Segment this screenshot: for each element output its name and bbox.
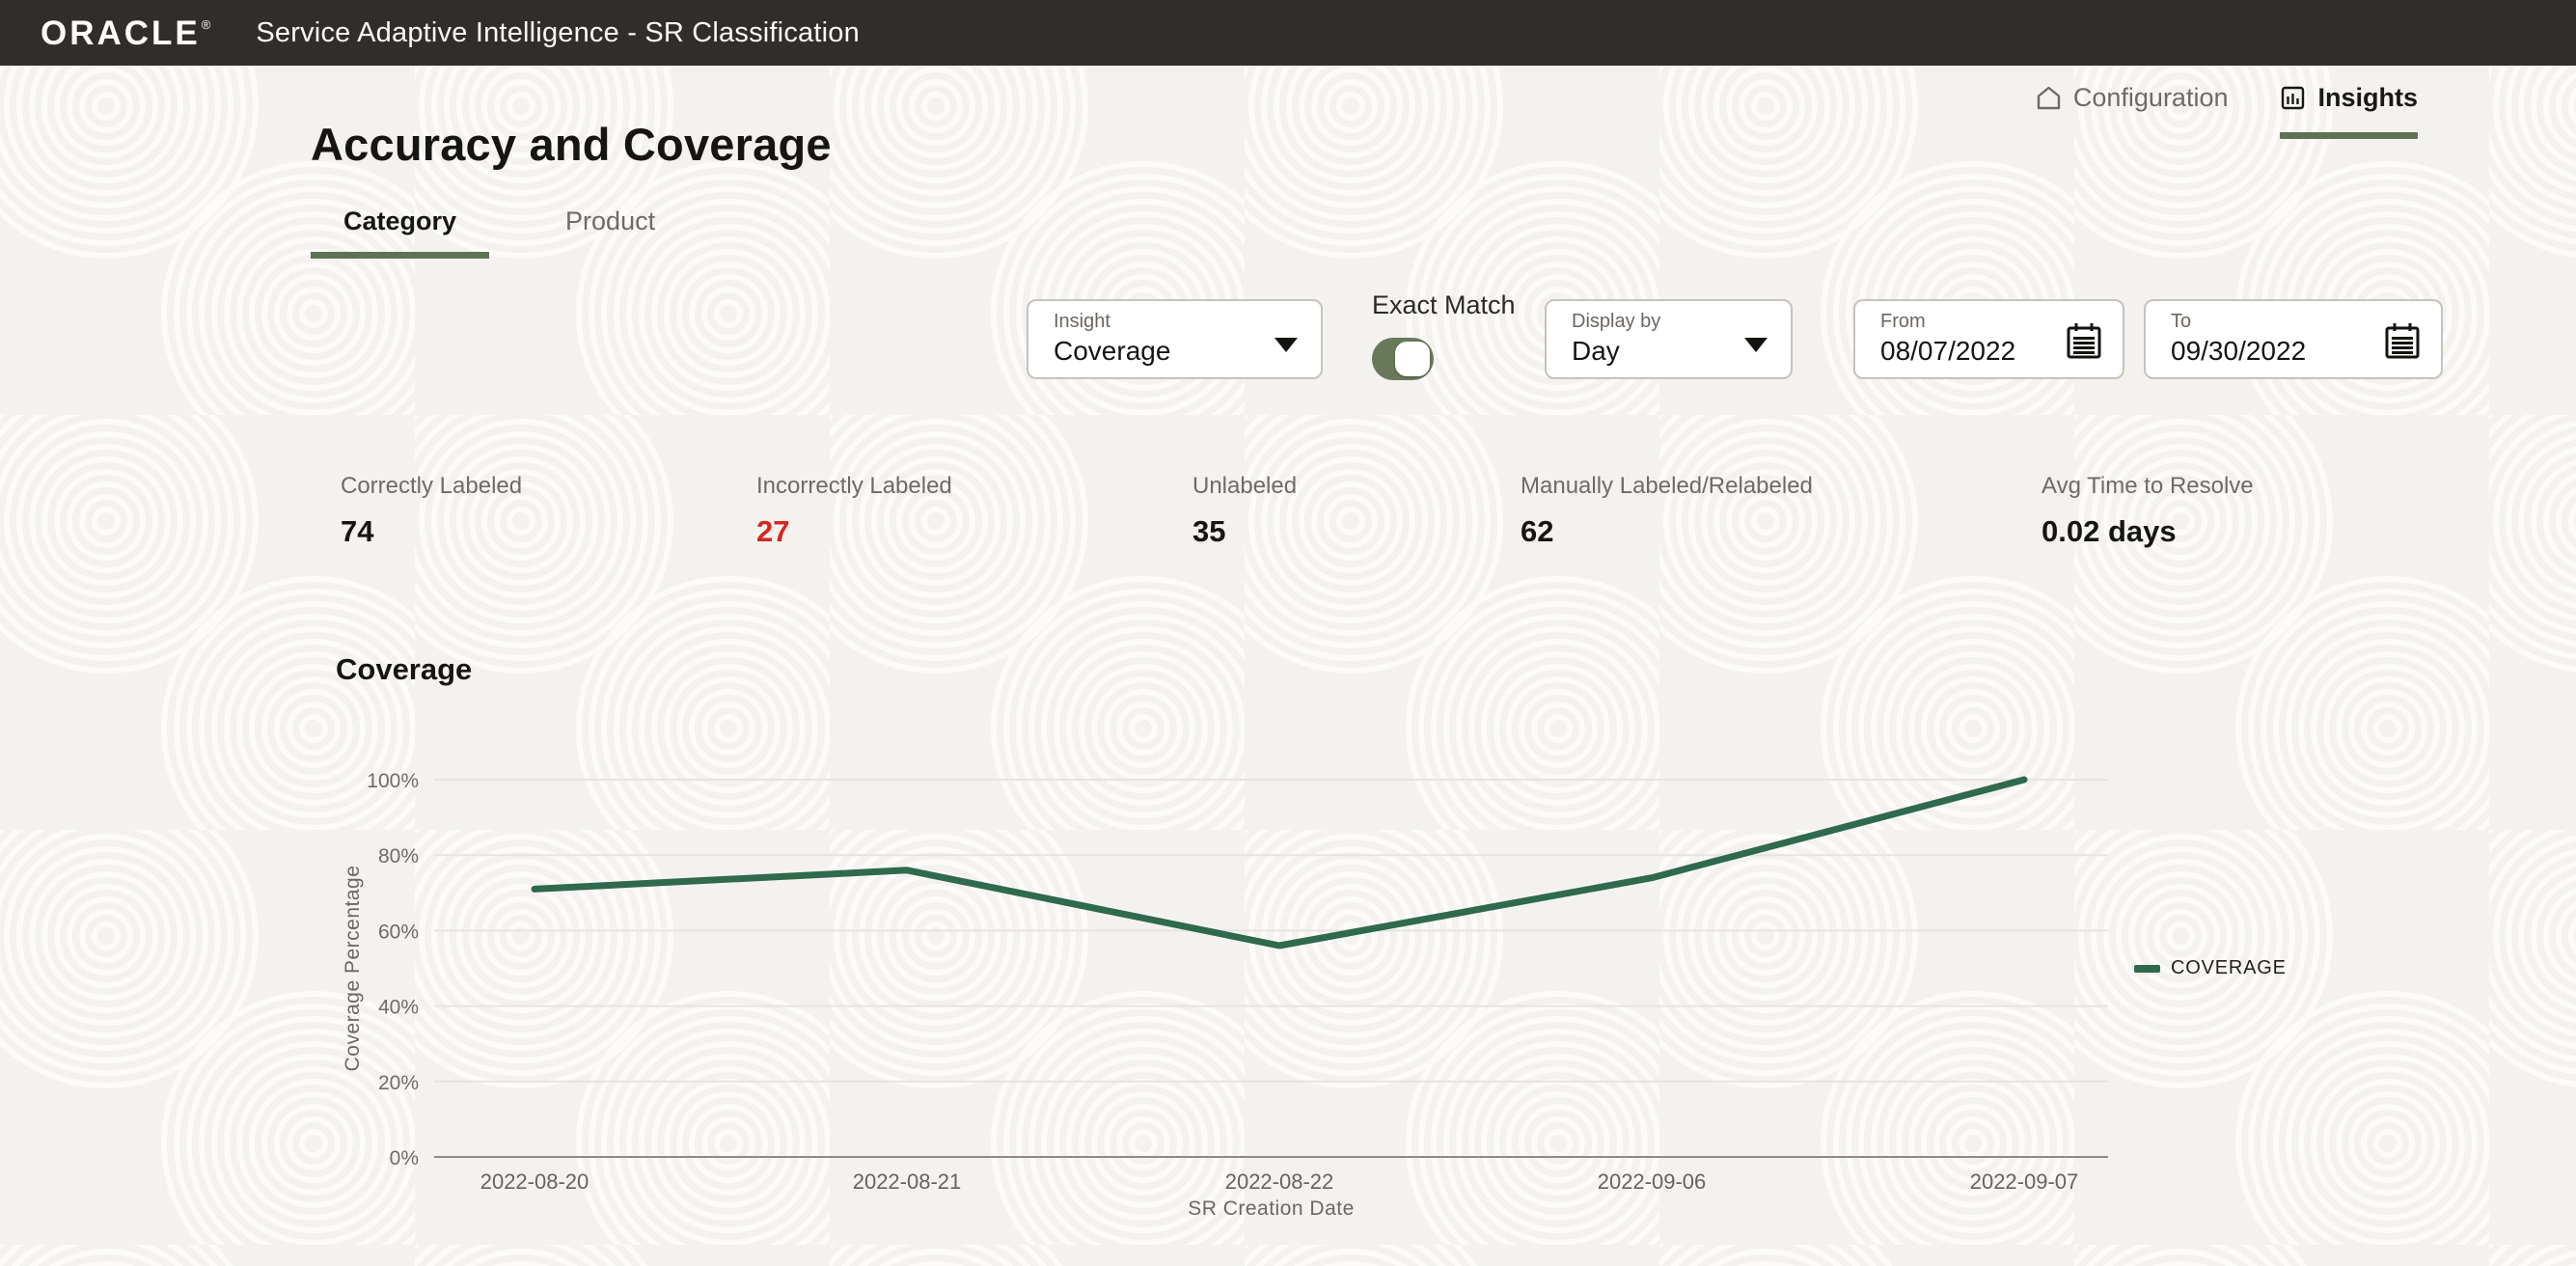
- legend-label: COVERAGE: [2171, 957, 2287, 978]
- stat-label: Correctly Labeled: [341, 473, 523, 499]
- from-date-field[interactable]: From 08/07/2022: [1853, 299, 2124, 379]
- nav-insights-label: Insights: [2317, 83, 2418, 112]
- stat-value: 62: [1521, 514, 1554, 548]
- insight-select-label: Insight: [1054, 311, 1110, 332]
- exact-match-label: Exact Match: [1372, 290, 1516, 319]
- page-title: Accuracy and Coverage: [311, 119, 832, 170]
- stat-value: 74: [341, 514, 374, 548]
- to-date-value: 09/30/2022: [2171, 336, 2307, 366]
- bar-chart-icon: [2282, 86, 2305, 110]
- to-date-label: To: [2171, 311, 2192, 332]
- nav-configuration-label: Configuration: [2072, 83, 2229, 112]
- stat-avg-time-to-resolve: Avg Time to Resolve 0.02 days: [2042, 473, 2254, 549]
- svg-text:20%: 20%: [378, 1072, 419, 1094]
- active-nav-indicator: [2280, 132, 2418, 139]
- stat-value: 27: [756, 514, 790, 548]
- svg-text:2022-08-22: 2022-08-22: [1225, 1170, 1334, 1194]
- insight-select-value: Coverage: [1054, 336, 1171, 366]
- toggle-knob: [1395, 342, 1430, 376]
- svg-text:2022-09-06: 2022-09-06: [1598, 1170, 1707, 1194]
- to-date-field[interactable]: To 09/30/2022: [2144, 299, 2443, 379]
- stat-label: Unlabeled: [1192, 473, 1298, 499]
- tab-bar: Category Product: [311, 206, 688, 259]
- nav-insights[interactable]: Insights: [2280, 83, 2418, 139]
- display-by-label: Display by: [1572, 311, 1661, 332]
- stat-value: 35: [1192, 514, 1226, 548]
- stat-correctly-labeled: Correctly Labeled 74: [341, 473, 522, 549]
- svg-text:0%: 0%: [390, 1147, 419, 1170]
- coverage-line-chart: 0% 20% 40% 60% 80% 100% 2022-08-20 2022-08-21 20…: [342, 770, 2108, 1220]
- top-nav: Configuration Insights: [2036, 83, 2418, 139]
- app-header: ORACLE ® Service Adaptive Intelligence - …: [0, 0, 2576, 66]
- svg-text:Coverage Percentage: Coverage Percentage: [342, 866, 364, 1072]
- calendar-icon[interactable]: [2065, 321, 2103, 362]
- exact-match-toggle[interactable]: [1372, 338, 1434, 380]
- stat-label: Manually Labeled/Relabeled: [1521, 473, 1813, 499]
- svg-text:80%: 80%: [378, 845, 419, 867]
- svg-text:2022-09-07: 2022-09-07: [1970, 1170, 2079, 1194]
- tab-category[interactable]: Category: [311, 206, 490, 259]
- chevron-down-icon: [1744, 338, 1768, 352]
- tab-product[interactable]: Product: [565, 206, 656, 235]
- nav-configuration[interactable]: Configuration: [2036, 83, 2229, 113]
- from-date-label: From: [1880, 311, 1926, 332]
- registered-mark: ®: [201, 16, 214, 32]
- home-icon: [2037, 86, 2061, 110]
- from-date-value: 08/07/2022: [1880, 336, 2016, 366]
- display-by-value: Day: [1572, 336, 1620, 366]
- svg-text:2022-08-20: 2022-08-20: [480, 1170, 589, 1194]
- oracle-logo: ORACLE ®: [41, 16, 213, 50]
- stat-value: 0.02 days: [2042, 514, 2177, 548]
- oracle-logo-text: ORACLE: [41, 14, 201, 52]
- header-title: Service Adaptive Intelligence - SR Class…: [256, 16, 860, 48]
- svg-text:60%: 60%: [378, 921, 419, 943]
- chart-legend[interactable]: COVERAGE: [2134, 957, 2287, 979]
- calendar-icon[interactable]: [2383, 321, 2422, 362]
- stat-unlabeled: Unlabeled 35: [1192, 473, 1297, 549]
- display-by-select[interactable]: Display by Day: [1545, 299, 1793, 379]
- legend-swatch: [2134, 964, 2160, 973]
- chart-title: Coverage: [336, 652, 473, 686]
- chevron-down-icon: [1274, 338, 1298, 352]
- svg-text:SR Creation Date: SR Creation Date: [1188, 1197, 1355, 1220]
- stat-manually-labeled: Manually Labeled/Relabeled 62: [1521, 473, 1813, 549]
- insight-select[interactable]: Insight Coverage: [1027, 299, 1323, 379]
- exact-match-control: Exact Match: [1372, 290, 1516, 380]
- stat-incorrectly-labeled: Incorrectly Labeled 27: [756, 473, 952, 549]
- svg-text:100%: 100%: [367, 770, 419, 792]
- stat-label: Incorrectly Labeled: [756, 473, 952, 499]
- svg-text:2022-08-21: 2022-08-21: [853, 1170, 962, 1194]
- stat-label: Avg Time to Resolve: [2042, 473, 2254, 499]
- svg-text:40%: 40%: [378, 997, 419, 1019]
